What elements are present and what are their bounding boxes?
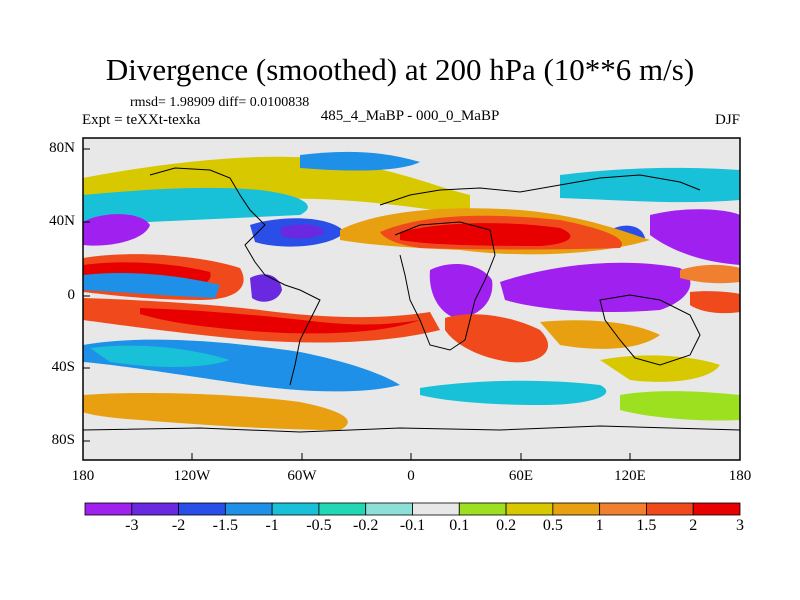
colorbar-swatch xyxy=(131,502,179,516)
lon-label: 60E xyxy=(508,468,534,484)
lat-label: 0 xyxy=(67,287,76,303)
field-patch xyxy=(400,223,571,246)
lon-label: 180 xyxy=(71,468,95,484)
colorbar-label: 3 xyxy=(736,517,744,534)
field-patch xyxy=(90,345,230,367)
coastline-antarctica xyxy=(83,425,740,433)
field-patch xyxy=(250,274,282,302)
field-patch xyxy=(83,187,308,225)
field-patch xyxy=(83,214,150,246)
colorbar-swatch xyxy=(692,502,741,516)
coastline-eurasia xyxy=(379,174,701,206)
lat-label: 40N xyxy=(49,213,75,229)
coastline-australia xyxy=(599,294,701,366)
field-patch xyxy=(300,151,420,171)
colorbar-label: -0.2 xyxy=(353,517,379,534)
colorbar-label: -0.1 xyxy=(399,517,426,534)
field-patch xyxy=(445,314,549,363)
difference-label: 485_4_MaBP - 000_0_MaBP xyxy=(320,108,500,124)
colorbar-label: 1.5 xyxy=(636,517,657,534)
colorbar-swatch xyxy=(178,502,226,516)
lon-label: 180 xyxy=(728,468,752,484)
colorbar-swatch xyxy=(318,502,367,516)
field-patch xyxy=(83,273,220,298)
plot-title: Divergence (smoothed) at 200 hPa (10**6 … xyxy=(105,52,695,87)
field-patch xyxy=(429,264,493,318)
field-patch xyxy=(560,167,740,203)
field-patch xyxy=(420,380,607,405)
colorbar-label: 2 xyxy=(689,517,698,534)
field-patch xyxy=(500,262,691,312)
stats-line: rmsd= 1.98909 diff= 0.0100838 xyxy=(130,95,310,110)
axis-ticks xyxy=(82,148,741,460)
colorbar-swatch xyxy=(412,502,460,516)
lat-label: 80S xyxy=(51,432,75,448)
field-patch xyxy=(620,391,740,421)
colorbar xyxy=(84,502,741,516)
colorbar-label: -1 xyxy=(265,517,279,534)
field-layer xyxy=(83,138,740,460)
season-label: DJF xyxy=(714,112,740,128)
colorbar-label: 0.1 xyxy=(449,517,470,534)
field-patch xyxy=(680,264,740,284)
colorbar-swatch xyxy=(552,502,601,516)
field-patch xyxy=(83,392,348,430)
coastline-americas xyxy=(149,167,321,386)
colorbar-swatch xyxy=(599,502,647,516)
field-patch xyxy=(600,355,720,382)
field-patch xyxy=(140,308,420,334)
lat-label: 80N xyxy=(49,140,75,156)
lon-label: 120E xyxy=(614,468,646,484)
colorbar-label: 1 xyxy=(595,517,604,534)
lat-label: 40S xyxy=(51,359,75,375)
colorbar-label: 0.2 xyxy=(496,517,517,534)
colorbar-swatch xyxy=(365,502,413,516)
colorbar-swatch xyxy=(646,502,694,516)
colorbar-label: -3 xyxy=(125,517,139,534)
colorbar-swatch xyxy=(84,502,133,516)
colorbar-label: -0.5 xyxy=(306,517,332,534)
colorbar-swatch xyxy=(271,502,320,516)
colorbar-swatch xyxy=(458,502,507,516)
coastline-africa xyxy=(394,221,496,351)
lon-label: 60W xyxy=(287,468,317,484)
colorbar-swatch xyxy=(505,502,554,516)
field-patch xyxy=(690,291,740,314)
colorbar-label: 0.5 xyxy=(542,517,563,534)
coastlines xyxy=(83,167,740,433)
colorbar-label: -2 xyxy=(171,517,186,534)
field-patch xyxy=(540,320,660,349)
field-patch xyxy=(650,209,740,265)
lon-label: 0 xyxy=(407,468,415,484)
experiment-label: Expt = teXXt-texka xyxy=(82,112,201,128)
colorbar-swatch xyxy=(224,502,273,516)
field-patch xyxy=(280,224,325,239)
lon-label: 120W xyxy=(173,468,211,484)
colorbar-label: -1.5 xyxy=(212,517,238,534)
